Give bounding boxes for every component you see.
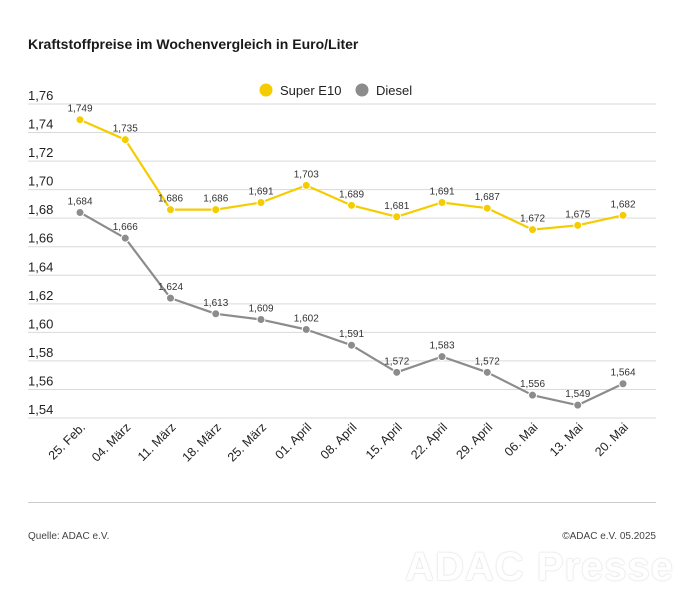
data-point [573,220,583,230]
data-point [347,200,356,210]
data-point [301,180,311,190]
series-group: 1,749 1,735 1,686 1,686 1,691 1,703 1,689 1,681… [67,104,636,410]
data-label: 1,682 [610,199,635,210]
y-tick-label: 1,66 [28,231,53,246]
data-point [618,210,628,220]
data-label: 1,583 [429,341,454,352]
x-tick-label: 08. April [318,420,360,462]
data-point [75,115,85,125]
x-tick-label: 20. Mai [592,420,631,459]
data-point [256,197,266,207]
x-tick-label: 15. April [363,420,405,462]
data-point [75,207,85,217]
data-point [392,212,402,222]
footer-divider [28,502,656,503]
y-tick-label: 1,56 [28,373,53,388]
data-label: 1,686 [158,194,183,205]
x-tick-label: 25. Feb. [46,420,88,462]
data-point [256,315,266,325]
y-tick-label: 1,60 [28,316,53,331]
y-tick-label: 1,74 [28,117,53,132]
legend-label: Super E10 [280,83,341,98]
data-label: 1,691 [248,186,273,197]
data-label: 1,681 [384,201,409,212]
data-point [528,390,537,400]
x-axis: 25. Feb. 04. März 11. März 18. März 25. März… [46,420,631,464]
x-tick-label: 11. März [135,420,179,464]
data-label: 1,749 [67,104,92,115]
data-label: 1,572 [384,356,409,367]
data-label: 1,572 [475,356,500,367]
data-label: 1,602 [294,314,319,325]
data-point [347,340,356,350]
data-point [211,309,221,319]
y-tick-label: 1,68 [28,202,53,217]
data-point [392,367,402,377]
data-point [120,233,130,243]
y-axis: 1,54 1,56 1,58 1,60 1,62 1,64 1,66 1,68 1,70 1,72… [28,88,53,417]
x-tick-label: 18. März [180,420,224,464]
data-label: 1,556 [520,379,545,390]
data-label: 1,686 [203,194,228,205]
data-point [166,205,175,215]
data-label: 1,549 [565,389,590,400]
data-label: 1,687 [475,192,500,203]
legend-label: Diesel [376,83,412,98]
y-tick-label: 1,70 [28,174,53,189]
x-tick-label: 22. April [408,420,450,462]
chart-title: Kraftstoffpreise im Wochenvergleich in E… [28,36,359,52]
data-label: 1,564 [610,368,635,379]
legend-marker [259,83,273,97]
data-point [482,203,492,213]
x-tick-label: 25. März [225,420,269,464]
legend-marker [355,83,369,97]
legend: Super E10 Diesel [259,83,412,98]
x-tick-label: 01. April [273,420,315,462]
series-line-diesel [79,211,624,407]
data-point [301,325,311,335]
data-label: 1,591 [339,329,364,340]
y-tick-label: 1,64 [28,259,53,274]
y-tick-label: 1,72 [28,145,53,160]
y-tick-label: 1,76 [28,88,53,103]
data-point [573,400,583,410]
data-point [437,352,447,362]
data-point [166,293,175,303]
data-label: 1,675 [565,209,590,220]
data-point [437,197,447,207]
data-label: 1,684 [67,196,92,207]
data-label: 1,689 [339,189,364,200]
grid-lines [28,103,656,419]
data-label: 1,703 [294,169,319,180]
copyright-note: ©ADAC e.V. 05.2025 [562,531,656,542]
data-point [482,367,492,377]
x-tick-label: 13. Mai [547,420,586,459]
x-tick-label: 29. April [454,420,496,462]
data-label: 1,735 [113,124,138,135]
y-tick-label: 1,62 [28,288,53,303]
x-tick-label: 04. März [89,420,133,464]
data-point [120,135,130,145]
data-label: 1,613 [203,298,228,309]
source-note: Quelle: ADAC e.V. [28,531,110,542]
data-point [618,379,628,389]
data-label: 1,609 [248,304,273,315]
data-label: 1,666 [113,222,138,233]
watermark-logo: ADAC Presse [405,545,674,589]
data-label: 1,624 [158,282,183,293]
data-point [528,225,537,235]
data-point [211,205,221,215]
data-label: 1,691 [429,186,454,197]
y-tick-label: 1,58 [28,345,53,360]
y-tick-label: 1,54 [28,402,53,417]
data-label: 1,672 [520,214,545,225]
x-tick-label: 06. Mai [502,420,541,459]
